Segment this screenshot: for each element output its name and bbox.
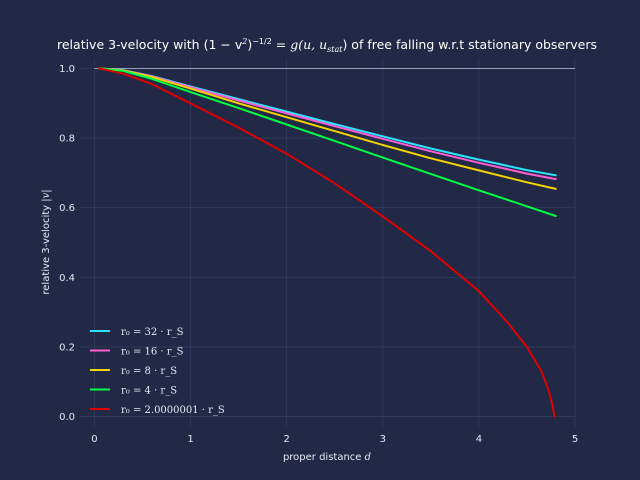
y-tick-labels: 0.0 0.2 0.4 0.6 0.8 1.0: [59, 64, 75, 423]
x-tick-label: 3: [380, 434, 386, 445]
series-line: [98, 67, 557, 217]
series-line: [98, 67, 557, 190]
legend: r₀ = 32 · r_S r₀ = 16 · r_S r₀ = 8 · r_S r₀…: [90, 327, 225, 416]
x-tick-label: 4: [476, 434, 482, 445]
x-axis-label: proper distance d: [283, 452, 371, 463]
x-tick-label: 5: [572, 434, 578, 445]
legend-label: r₀ = 4 · r_S: [121, 386, 177, 397]
legend-label: r₀ = 2.0000001 · r_S: [121, 405, 225, 416]
y-tick-label: 0.2: [59, 342, 75, 353]
legend-label: r₀ = 8 · r_S: [121, 366, 177, 377]
x-tick-label: 1: [187, 434, 193, 445]
x-tick-label: 0: [91, 434, 97, 445]
y-tick-label: 0.6: [59, 203, 75, 214]
y-tick-label: 1.0: [59, 64, 75, 75]
y-tick-label: 0.4: [59, 273, 75, 284]
x-tick-label: 2: [283, 434, 289, 445]
y-axis-label: relative 3-velocity |v|: [41, 189, 52, 294]
legend-label: r₀ = 16 · r_S: [121, 347, 184, 358]
y-tick-label: 0.0: [59, 412, 75, 423]
x-tick-labels: 0 1 2 3 4 5: [91, 434, 578, 445]
series-lines: [98, 67, 557, 418]
chart-title: relative 3-velocity with (1 − v2)−1/2 = …: [57, 37, 597, 54]
y-tick-label: 0.8: [59, 134, 75, 145]
legend-label: r₀ = 32 · r_S: [121, 327, 184, 338]
series-line: [98, 67, 556, 418]
